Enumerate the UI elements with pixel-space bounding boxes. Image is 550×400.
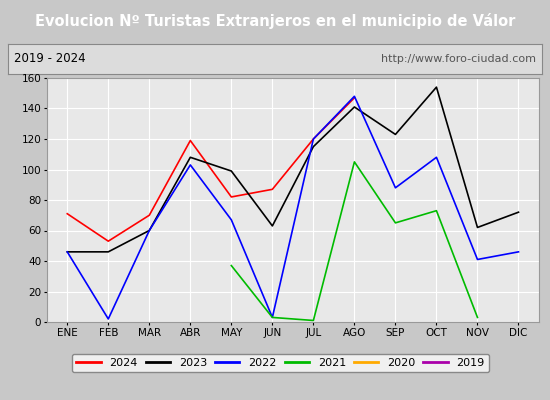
Text: http://www.foro-ciudad.com: http://www.foro-ciudad.com [381, 54, 536, 64]
Text: 2019 - 2024: 2019 - 2024 [14, 52, 85, 66]
Legend: 2024, 2023, 2022, 2021, 2020, 2019: 2024, 2023, 2022, 2021, 2020, 2019 [72, 354, 490, 372]
Text: Evolucion Nº Turistas Extranjeros en el municipio de Válor: Evolucion Nº Turistas Extranjeros en el … [35, 13, 515, 29]
